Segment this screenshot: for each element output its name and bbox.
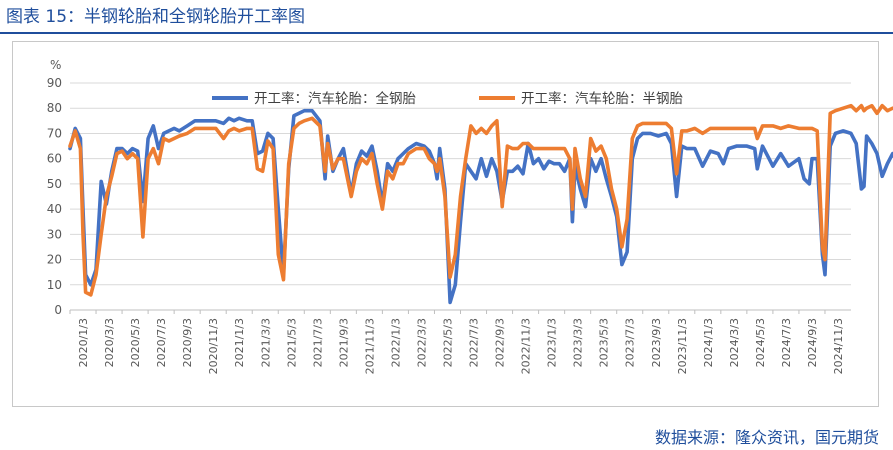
chart-series [68, 103, 893, 305]
y-tick-label: 30 [47, 227, 62, 241]
x-tick-label: 2023/1/3 [546, 318, 559, 367]
x-tick-label: 2024/5/3 [754, 318, 767, 367]
figure-title: 图表 15：半钢轮胎和全钢轮胎开工率图 [6, 7, 306, 27]
y-axis-unit-label: % [50, 58, 61, 72]
y-tick-label: 40 [47, 202, 62, 216]
x-tick-label: 2020/3/3 [103, 318, 116, 367]
x-axis-ticks: 2020/1/3 2020/3/3 2020/5/3 2020/7/3 2020/9/3… [69, 310, 845, 374]
x-tick-label: 2022/3/3 [415, 318, 428, 367]
x-tick-label: 2022/7/3 [468, 318, 481, 367]
y-tick-label: 50 [47, 177, 62, 191]
x-tick-label: 2024/9/3 [806, 318, 819, 367]
y-tick-label: 20 [47, 253, 62, 267]
y-tick-label: 10 [47, 278, 62, 292]
y-tick-label: 90 [47, 76, 62, 90]
x-tick-label: 2022/9/3 [494, 318, 507, 367]
x-tick-label: 2020/9/3 [181, 318, 194, 367]
x-tick-label: 2021/5/3 [285, 318, 298, 367]
title-divider [0, 32, 893, 34]
chart-legend: 开工率：汽车轮胎：全钢胎 开工率：汽车轮胎：半钢胎 [212, 90, 683, 107]
chart-frame [12, 41, 879, 407]
x-tick-label: 2024/1/3 [702, 318, 715, 367]
x-tick-label: 2021/9/3 [337, 318, 350, 367]
x-tick-label: 2020/5/3 [129, 318, 142, 367]
source-note: 数据来源：隆众资讯，国元期货 [654, 428, 879, 447]
x-tick-label: 2021/1/3 [233, 318, 246, 367]
x-tick-label: 2023/11/3 [676, 318, 689, 374]
x-tick-label: 2021/11/3 [363, 318, 376, 374]
x-tick-label: 2024/3/3 [728, 318, 741, 367]
y-tick-label: 0 [54, 303, 62, 317]
legend-label-full-steel: 开工率：汽车轮胎：全钢胎 [254, 90, 416, 107]
legend-label-semi-steel: 开工率：汽车轮胎：半钢胎 [521, 90, 683, 107]
x-tick-label: 2024/11/3 [832, 318, 845, 374]
x-tick-label: 2023/7/3 [624, 318, 637, 367]
y-tick-label: 60 [47, 152, 62, 166]
series-line-full-steel [68, 108, 893, 305]
x-tick-label: 2021/3/3 [259, 318, 272, 367]
x-tick-label: 2024/7/3 [780, 318, 793, 367]
x-tick-label: 2020/1/3 [77, 318, 90, 367]
x-tick-label: 2022/1/3 [389, 318, 402, 367]
x-tick-label: 2023/5/3 [598, 318, 611, 367]
x-tick-label: 2022/5/3 [441, 318, 454, 367]
series-line-semi-steel [68, 103, 893, 297]
x-tick-label: 2022/11/3 [520, 318, 533, 374]
x-tick-label: 2023/9/3 [650, 318, 663, 367]
x-tick-label: 2020/11/3 [207, 318, 220, 374]
x-tick-label: 2023/3/3 [572, 318, 585, 367]
x-tick-label: 2021/7/3 [311, 318, 324, 367]
y-tick-label: 70 [47, 126, 62, 140]
x-tick-label: 2020/7/3 [155, 318, 168, 367]
y-tick-label: 80 [47, 101, 62, 115]
y-axis-ticks: 0 10 20 30 40 50 60 70 80 90 [47, 76, 62, 317]
